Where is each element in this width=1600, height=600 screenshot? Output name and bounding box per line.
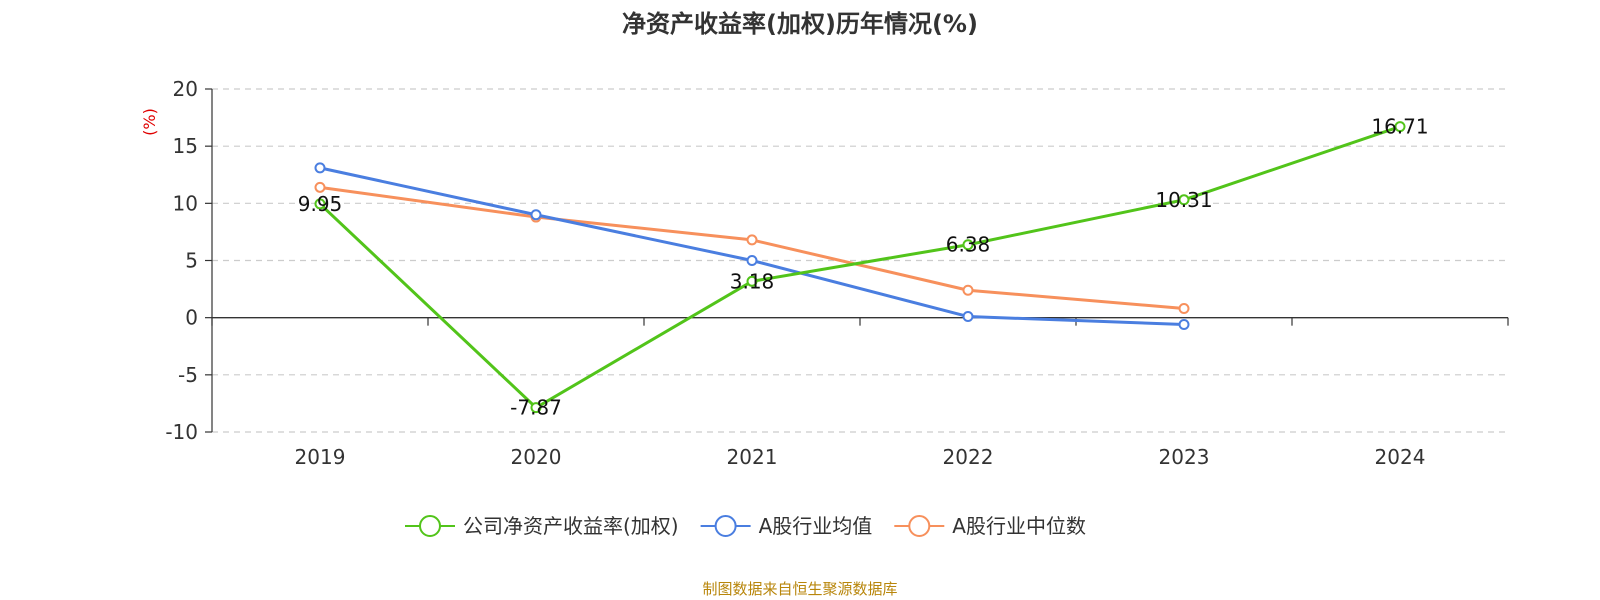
data-point [962,284,974,296]
data-point [314,198,326,210]
x-tick-label: 2021 [727,445,778,469]
gridlines [212,88,1508,433]
data-point [962,311,974,323]
data-label: 9.95 [298,192,343,216]
legend-marker [419,515,441,537]
data-point [314,162,326,174]
x-tick-label: 2020 [511,445,562,469]
series-line [318,125,1401,410]
legend-item-label: 公司净资产收益率(加权) [463,514,679,538]
y-tick-label: 20 [173,77,198,101]
series-line [319,166,1185,327]
data-label: 10.31 [1155,188,1212,212]
y-axis-label: (%) [140,108,159,136]
data-point [1178,303,1190,315]
x-tick-label: 2024 [1375,445,1426,469]
data-point [1394,121,1406,133]
series-lines [314,121,1406,414]
data-point [746,234,758,246]
x-tick-label: 2023 [1159,445,1210,469]
legend-item-label: A股行业中位数 [952,514,1086,538]
y-tick-label: -10 [165,420,198,444]
data-point [1178,319,1190,331]
data-point [1178,194,1190,206]
y-tick-label: 15 [173,134,198,158]
data-source-note: 制图数据来自恒生聚源数据库 [702,580,898,598]
data-label: 3.18 [730,269,775,293]
axes: 20 15 10 5 0 -5 -10 2019 2020 2021 2022 2023 2024 (%) [140,77,1509,469]
data-label: -7.87 [510,396,562,420]
data-point [530,402,542,414]
data-labels: 9.95 -7.87 3.18 6.38 10.31 16.71 [298,115,1429,420]
data-point [314,181,326,193]
x-tick-label: 2019 [295,445,346,469]
y-tick-label: 10 [173,191,198,215]
legend-marker [714,515,737,537]
legend-item-label: A股行业均值 [759,514,873,538]
y-tick-label: -5 [178,363,198,387]
x-tick-label: 2022 [943,445,994,469]
y-tick-label: 5 [185,249,198,273]
data-point [962,239,974,251]
legend[interactable]: 公司净资产收益率(加权) A股行业均值 A股行业中位数 [405,514,1086,538]
chart-title: 净资产收益率(加权)历年情况(%) [622,10,978,38]
y-tick-label: 0 [185,306,198,330]
data-point [530,209,542,221]
data-label: 6.38 [946,233,991,257]
data-point [746,275,758,287]
data-point [746,255,758,266]
legend-marker [908,515,931,537]
data-label: 16.71 [1371,115,1428,139]
